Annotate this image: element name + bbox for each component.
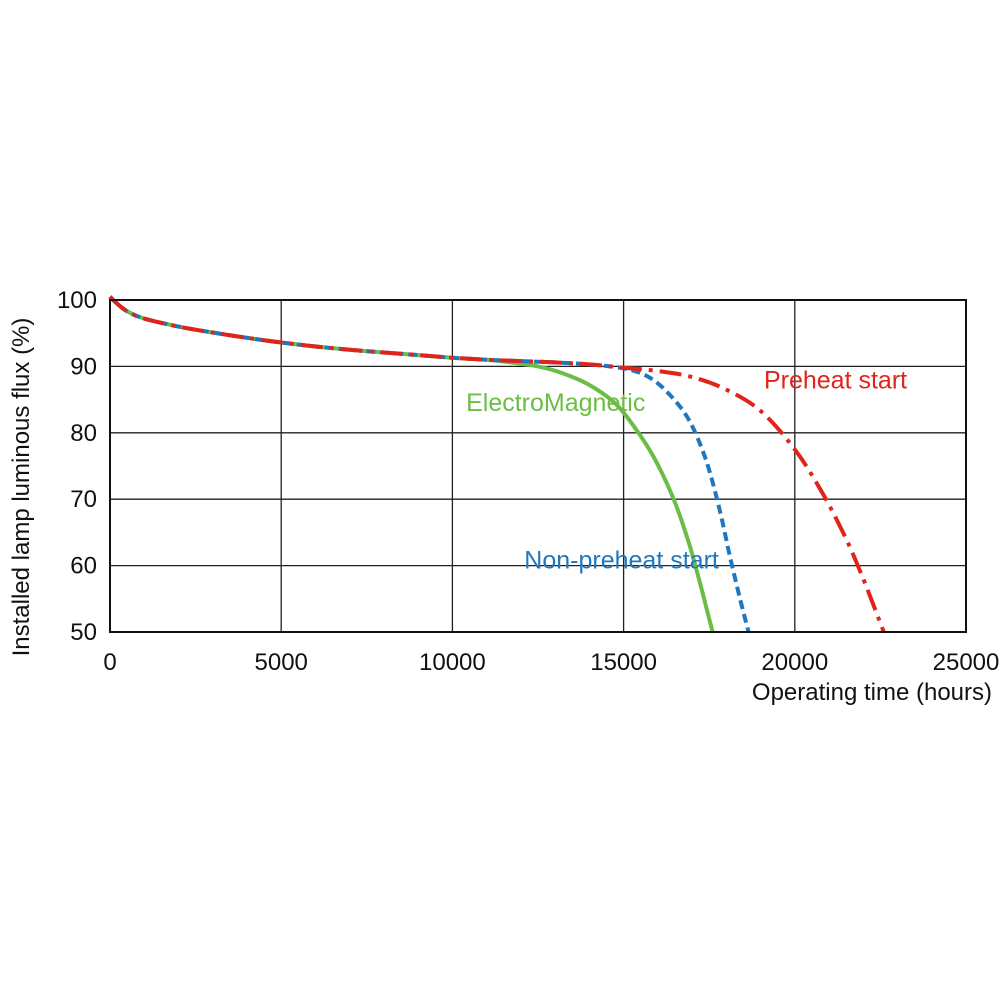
y-tick-label: 80 [70, 420, 97, 447]
y-tick-labels: 50 60 70 80 90 100 [57, 287, 97, 646]
series-label: Preheat start [764, 366, 907, 394]
x-axis-title: Operating time (hours) [752, 679, 992, 706]
y-tick-label: 60 [70, 553, 97, 580]
series-group [108, 295, 886, 633]
x-tick-label: 25000 [933, 649, 1000, 676]
series-line-preheat-start [108, 295, 886, 633]
x-tick-label: 10000 [419, 649, 486, 676]
x-tick-label: 20000 [761, 649, 828, 676]
y-tick-label: 100 [57, 287, 97, 314]
series-labels: Preheat start ElectroMagnetic Non-preheat … [466, 366, 907, 574]
y-tick-label: 70 [70, 486, 97, 513]
plot-frame [109, 299, 967, 633]
y-tick-label: 90 [70, 353, 97, 380]
y-axis-title: Installed lamp luminous flux (%) [8, 318, 35, 657]
y-tick-label: 50 [70, 619, 97, 646]
series-label: ElectroMagnetic [466, 389, 645, 417]
x-tick-labels: 0 5000 10000 15000 20000 25000 [103, 649, 999, 676]
x-tick-label: 15000 [590, 649, 657, 676]
x-tick-label: 5000 [255, 649, 308, 676]
x-tick-label: 0 [103, 649, 116, 676]
series-label: Non-preheat start [524, 546, 719, 574]
